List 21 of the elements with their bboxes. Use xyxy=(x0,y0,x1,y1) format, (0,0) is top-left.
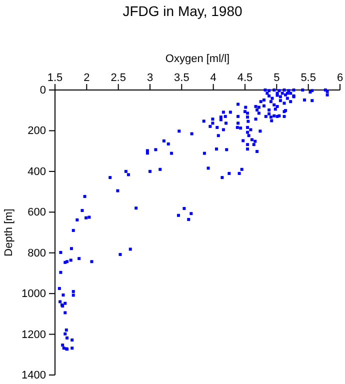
y-tick-label: 400 xyxy=(28,166,46,178)
x-tick-label: 5.5 xyxy=(300,72,316,84)
chart-title: JFDG in May, 1980 xyxy=(122,3,242,19)
x-tick-label: 3.5 xyxy=(174,72,190,84)
x-tick-label: 2.5 xyxy=(110,72,126,84)
y-axis-title: Depth [m] xyxy=(3,208,15,256)
x-tick-label: 2 xyxy=(84,72,90,84)
x-tick-label: 4 xyxy=(210,72,216,84)
y-tick-label: 1000 xyxy=(22,288,46,300)
y-tick-label: 0 xyxy=(40,84,46,97)
y-tick-label: 800 xyxy=(28,247,46,260)
x-tick-label: 6 xyxy=(336,72,344,84)
x-tick-label: 3 xyxy=(146,72,154,84)
x-tick-label: 4.5 xyxy=(237,72,253,84)
y-tick-label: 600 xyxy=(28,206,46,219)
y-tick-label: 1400 xyxy=(22,370,46,382)
x-tick-label: 1.5 xyxy=(47,72,63,84)
y-tick-label: 200 xyxy=(28,125,46,138)
x-axis-title: Oxygen [ml/l] xyxy=(165,53,230,65)
x-tick-label: 5 xyxy=(274,72,280,84)
y-tick-label: 1200 xyxy=(22,328,46,341)
